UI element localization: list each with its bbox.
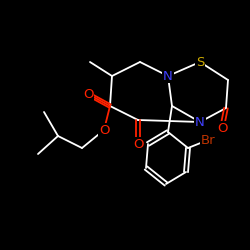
Text: O: O bbox=[99, 124, 109, 136]
Text: O: O bbox=[83, 88, 93, 101]
Text: Br: Br bbox=[201, 134, 215, 146]
Text: O: O bbox=[217, 122, 227, 134]
Text: O: O bbox=[133, 138, 143, 150]
Text: S: S bbox=[196, 56, 204, 68]
Text: N: N bbox=[163, 70, 173, 82]
Text: N: N bbox=[195, 116, 205, 128]
